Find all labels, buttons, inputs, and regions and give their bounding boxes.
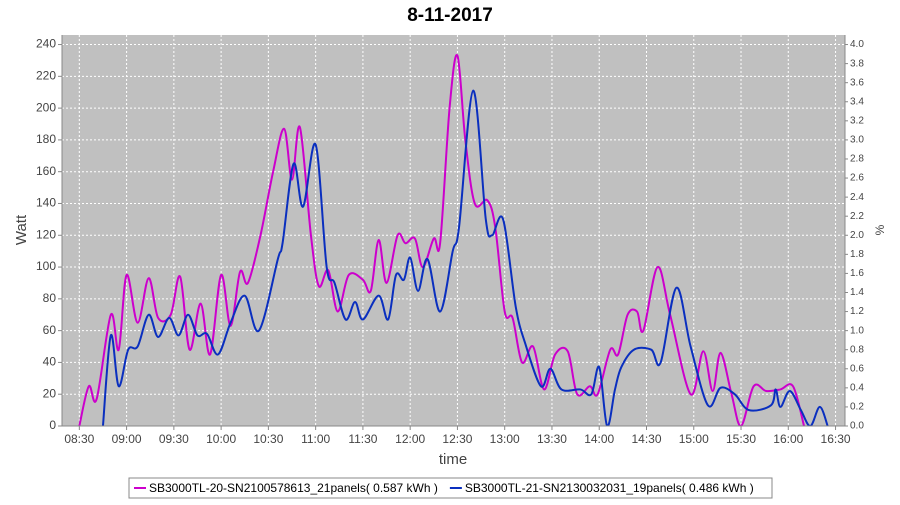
x-axis-label: time [439, 451, 467, 468]
y2-tick-label: 0.2 [850, 402, 864, 413]
x-tick-label: 16:30 [821, 432, 851, 446]
legend-items: SB3000TL-20-SN2100578613_21panels( 0.587… [134, 481, 754, 495]
y2-tick-label: 3.2 [850, 115, 864, 126]
grid [62, 35, 845, 427]
y-tick-label: 220 [36, 68, 56, 82]
y2-tick-label: 2.4 [850, 192, 864, 203]
y-tick-label: 140 [36, 196, 56, 210]
x-tick-label: 09:30 [159, 432, 189, 446]
x-tick-label: 14:30 [631, 432, 661, 446]
x-tick-label: 09:00 [112, 432, 142, 446]
y-tick-label: 200 [36, 100, 56, 114]
y-axis-label: Watt [13, 214, 30, 245]
y2-tick-label: 3.0 [850, 135, 864, 146]
plot-area [62, 35, 845, 426]
x-tick-label: 15:00 [679, 432, 709, 446]
y2-tick-label: 1.8 [850, 249, 864, 260]
y-tick-label: 120 [36, 227, 56, 241]
x-tick-label: 08:30 [64, 432, 94, 446]
y-tick-label: 40 [43, 355, 57, 369]
x-tick-label: 10:00 [206, 432, 236, 446]
y-tick-label: 240 [36, 37, 56, 51]
x-tick-label: 11:00 [301, 432, 330, 446]
x-tick-label: 13:00 [490, 432, 520, 446]
legend-label: SB3000TL-20-SN2100578613_21panels( 0.587… [149, 481, 438, 495]
y2-tick-label: 2.0 [850, 230, 864, 241]
series-line [101, 89, 829, 426]
y2-tick-label: 1.4 [850, 287, 864, 298]
x-tick-label: 15:30 [726, 432, 756, 446]
y-tick-label: 20 [43, 386, 57, 400]
x-tick-label: 11:30 [348, 432, 377, 446]
y-tick-label: 60 [43, 323, 57, 337]
legend-label: SB3000TL-21-SN2130032031_19panels( 0.486… [465, 481, 754, 495]
y2-tick-label: 1.0 [850, 325, 864, 336]
lines [78, 54, 829, 426]
x-tick-label: 14:00 [584, 432, 614, 446]
y2-tick-label: 4.0 [850, 39, 864, 50]
y2-axis-label: % [873, 224, 887, 235]
y2-tick-label: 0.0 [850, 421, 864, 432]
y2-tick-label: 0.4 [850, 382, 864, 393]
x-tick-label: 12:00 [395, 432, 425, 446]
x-tick-label: 12:30 [442, 432, 472, 446]
y2-tick-label: 2.8 [850, 154, 864, 165]
y2-tick-label: 3.6 [850, 77, 864, 88]
y2-tick-label: 2.6 [850, 173, 864, 184]
y-tick-label: 80 [43, 291, 57, 305]
y2-tick-label: 3.4 [850, 96, 864, 107]
y2-tick-label: 1.2 [850, 306, 864, 317]
y-tick-label: 180 [36, 132, 56, 146]
axes: 0 20 40 60 80 100 120 140 160 180 200 220 240 0.0 0.2 0… [36, 35, 864, 446]
y2-tick-label: 1.6 [850, 268, 864, 279]
y2-tick-label: 0.8 [850, 344, 864, 355]
x-tick-label: 16:00 [773, 432, 803, 446]
y-tick-label: 0 [49, 418, 56, 432]
chart-title: 8-11-2017 [407, 5, 493, 26]
y2-tick-label: 3.8 [850, 58, 864, 69]
y2-tick-label: 2.2 [850, 211, 864, 222]
y2-tick-label: 0.6 [850, 363, 864, 374]
y-tick-label: 100 [36, 259, 56, 273]
x-tick-label: 13:30 [537, 432, 567, 446]
x-tick-label: 10:30 [253, 432, 283, 446]
y-tick-label: 160 [36, 164, 56, 178]
